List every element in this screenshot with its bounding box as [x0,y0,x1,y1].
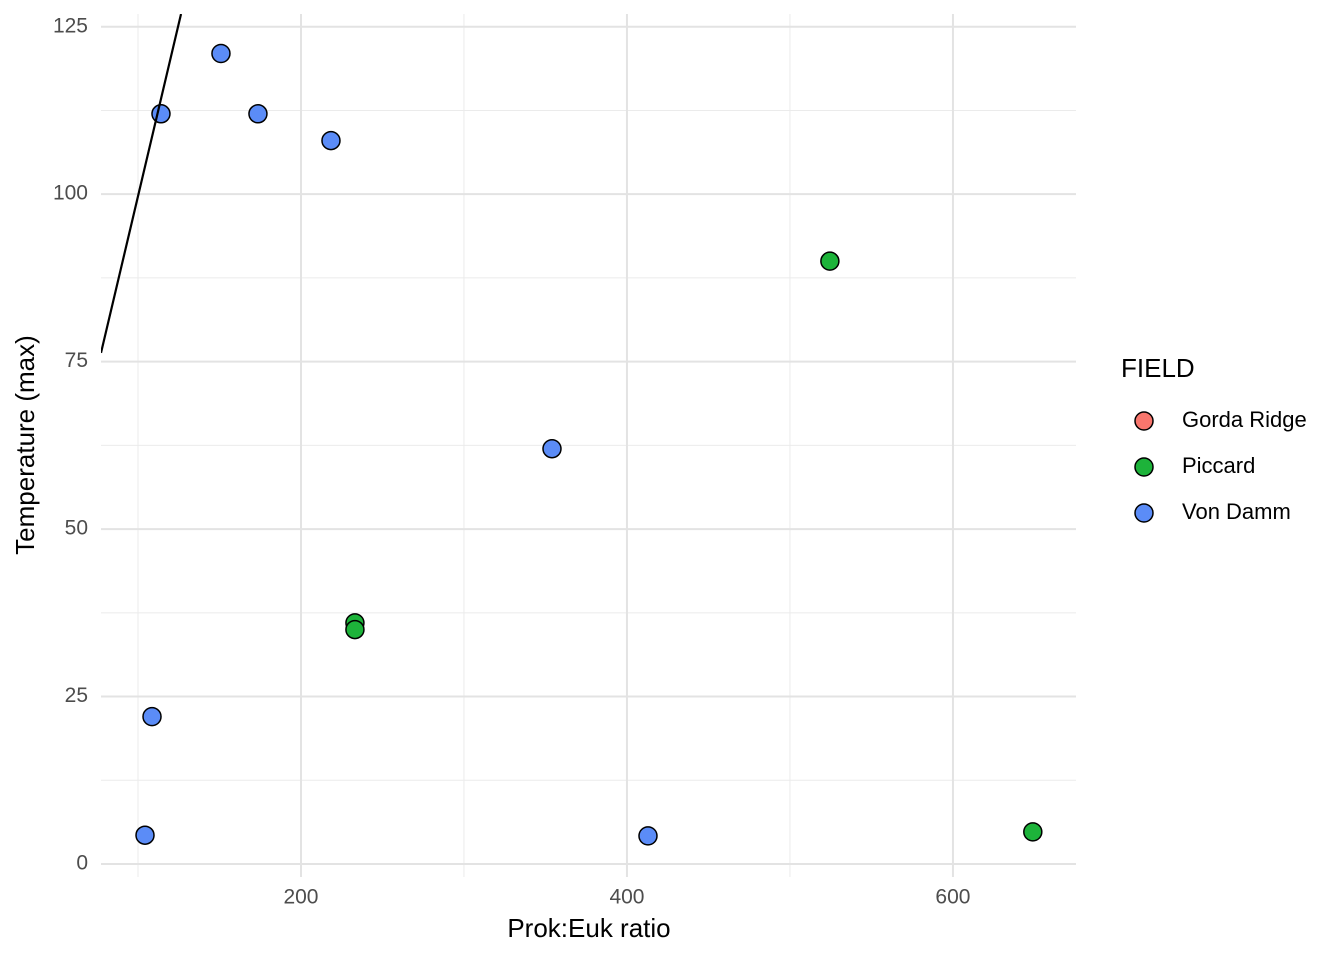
point [638,826,658,846]
y-axis-title: Temperature (max) [10,335,40,555]
point [135,825,155,845]
y-tick-label: 25 [65,684,88,707]
point [542,438,562,459]
point [321,130,341,151]
legend-key [1134,457,1154,477]
y-tick-label: 0 [76,852,88,875]
x-axis-title: Prok:Euk ratio [507,913,670,943]
y-tick-label: 50 [65,517,88,540]
legend-title: FIELD [1121,353,1195,383]
x-tick-label: 600 [935,886,970,909]
point [211,43,231,64]
point [345,619,365,640]
point [142,706,162,727]
y-tick-label: 100 [53,182,88,205]
y-tick-label: 75 [65,349,88,372]
point [151,104,171,124]
point [248,104,268,124]
legend-label: Gorda Ridge [1182,407,1307,432]
point [1023,822,1043,842]
legend-key [1134,411,1154,431]
legend-key [1134,503,1154,523]
x-tick-label: 400 [609,886,644,909]
legend-label: Piccard [1182,453,1255,478]
x-tick-label: 200 [283,886,318,909]
fit-line [101,14,183,354]
legend-label: Von Damm [1182,499,1291,524]
point [820,251,840,271]
y-tick-label: 125 [53,14,88,37]
